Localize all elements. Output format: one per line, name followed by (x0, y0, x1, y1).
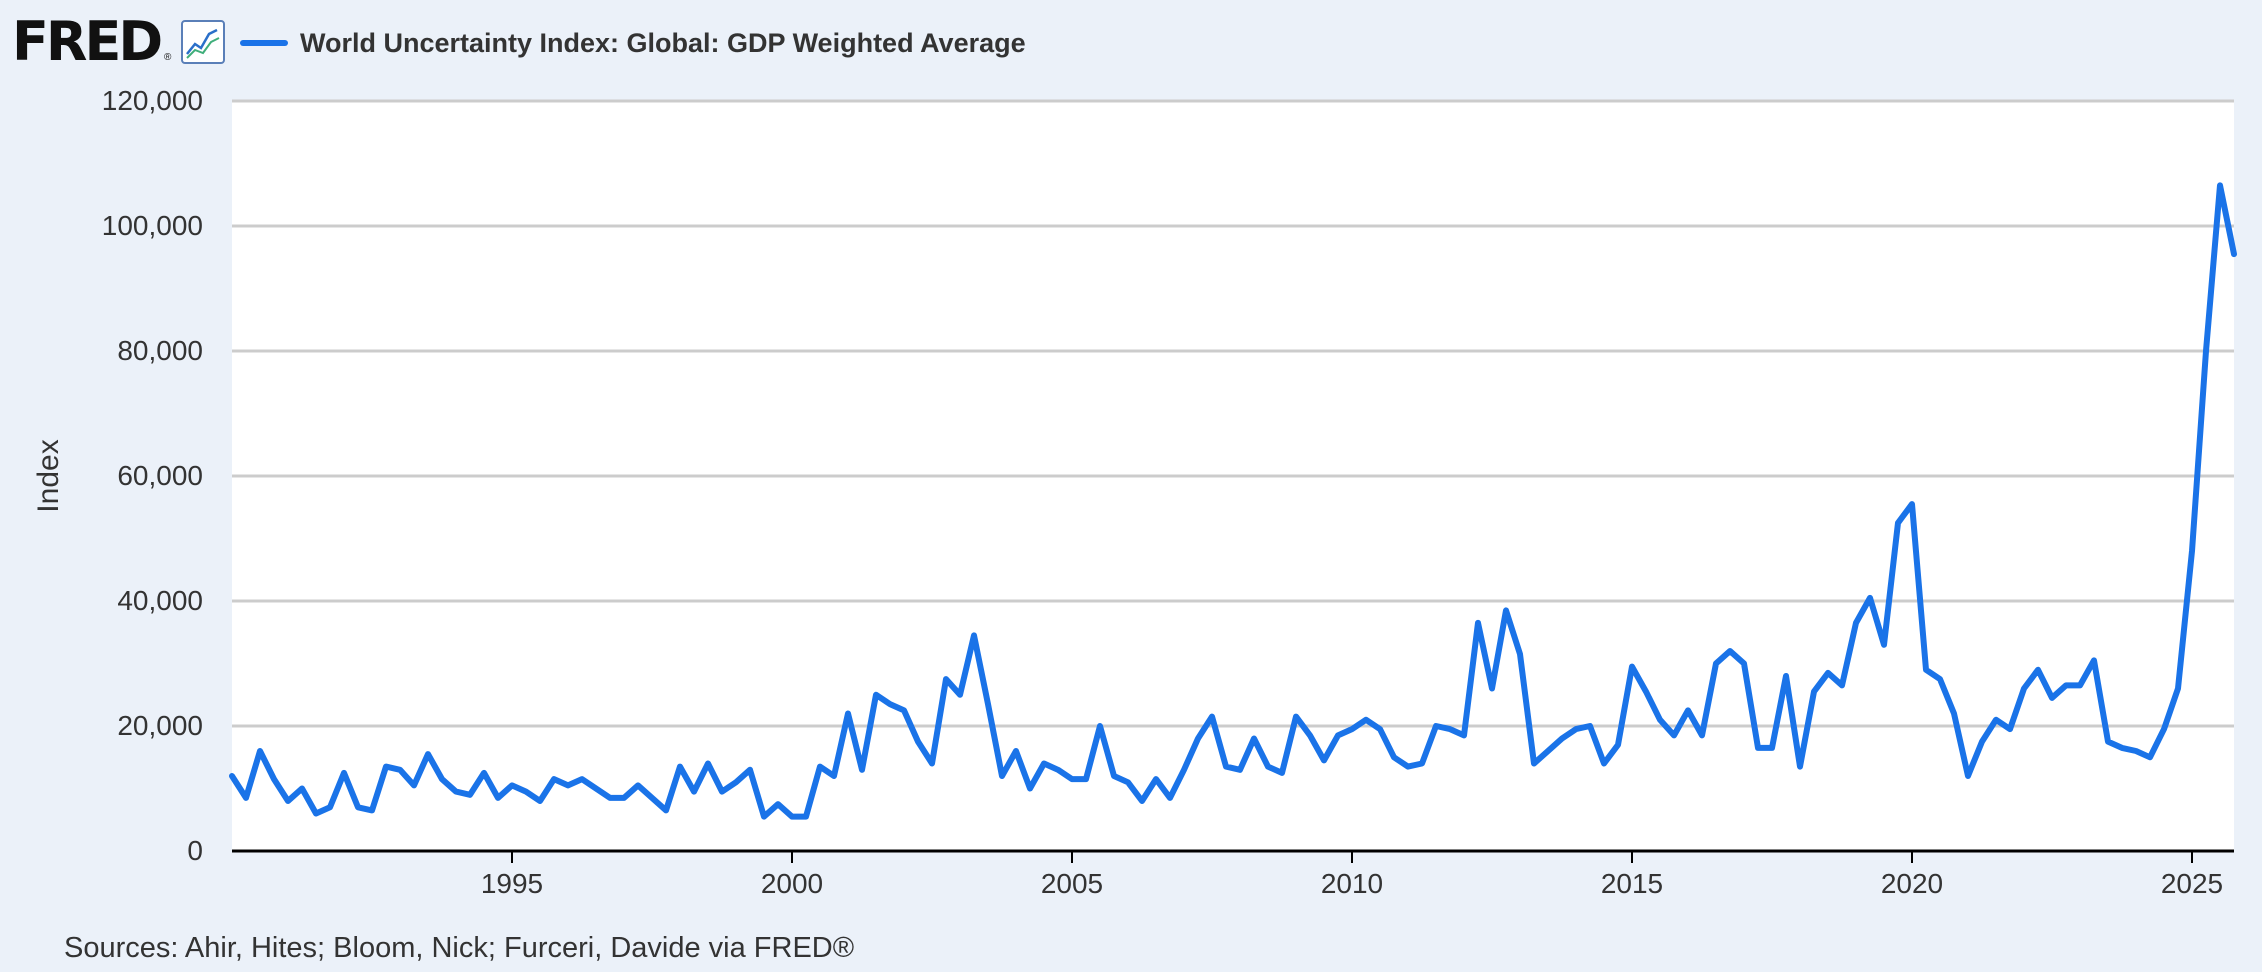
fred-logo[interactable]: FRED (12, 10, 163, 73)
y-tick-label: 100,000 (102, 210, 203, 241)
y-tick-label: 60,000 (117, 460, 203, 491)
chart-header: FRED ® World Uncertainty Index: Global: … (0, 0, 2262, 80)
y-tick-label: 40,000 (117, 585, 203, 616)
series-line[interactable] (229, 182, 2237, 820)
line-chart: 0 20,000 40,000 60,000 80,000 100,000 120,000 1… (32, 85, 2237, 899)
x-tick-label: 2015 (1601, 868, 1663, 899)
legend-label[interactable]: World Uncertainty Index: Global: GDP Wei… (300, 27, 1026, 58)
x-tick-label: 2020 (1881, 868, 1943, 899)
x-tick-label: 2025 (2161, 868, 2223, 899)
chart-legend: World Uncertainty Index: Global: GDP Wei… (240, 23, 1026, 63)
y-tick-label: 120,000 (102, 85, 203, 116)
source-note: Sources: Ahir, Hites; Bloom, Nick; Furce… (64, 932, 855, 964)
x-tick-label: 1995 (481, 868, 543, 899)
x-tick-label: 2000 (761, 868, 823, 899)
legend-swatch (240, 40, 288, 46)
line-chart-icon[interactable] (181, 20, 225, 64)
y-axis-label: Index (32, 439, 65, 512)
x-tick-label: 2010 (1321, 868, 1383, 899)
x-tick-label: 2005 (1041, 868, 1103, 899)
y-tick-label: 80,000 (117, 335, 203, 366)
y-tick-label: 0 (187, 835, 203, 866)
y-tick-label: 20,000 (117, 710, 203, 741)
registered-mark: ® (164, 52, 172, 63)
